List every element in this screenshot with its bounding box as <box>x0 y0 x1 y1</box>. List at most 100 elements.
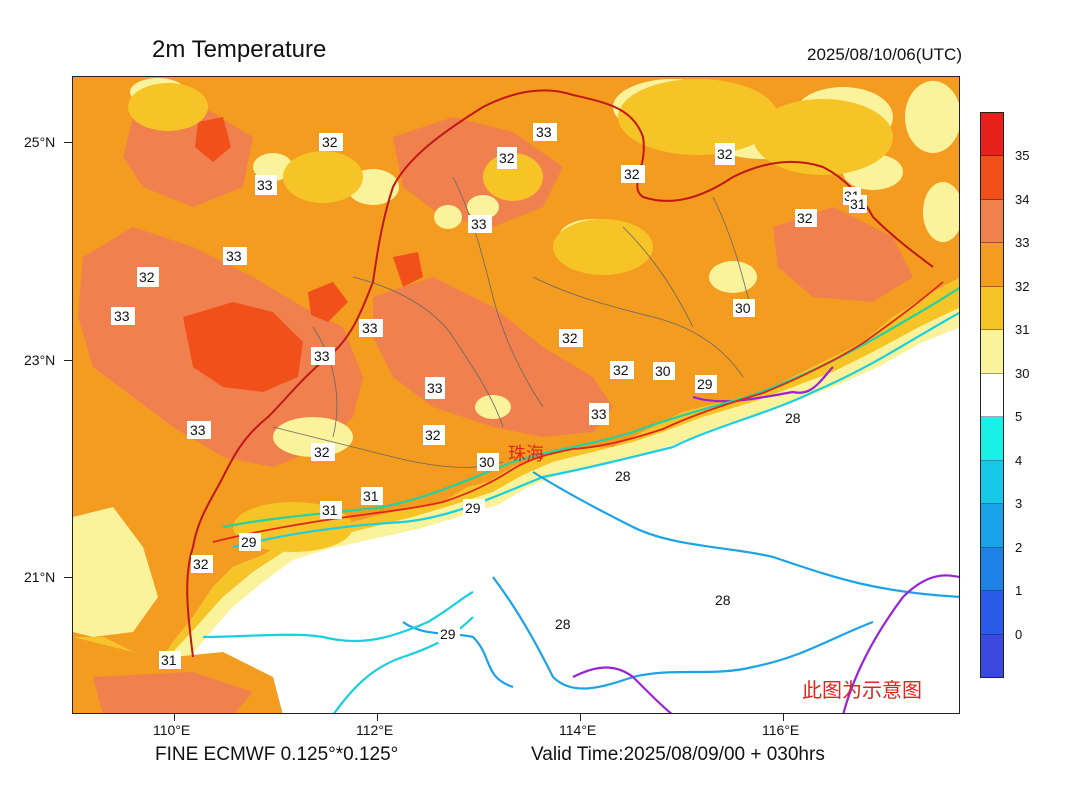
contour-label: 32 <box>497 147 517 169</box>
contour-label: 32 <box>715 143 735 165</box>
hot-patch-east <box>773 207 913 302</box>
contour-30-coast <box>222 286 959 529</box>
svg-text:33: 33 <box>362 320 378 336</box>
svg-text:33: 33 <box>471 216 487 232</box>
contour-label: 33 <box>111 307 135 325</box>
colorbar-swatch <box>981 417 1003 461</box>
contour-label: 30 <box>477 453 499 471</box>
svg-text:30: 30 <box>735 300 751 316</box>
lon-label-110e: 110°E <box>153 722 191 738</box>
svg-text:28: 28 <box>555 616 571 632</box>
svg-text:30: 30 <box>655 363 671 379</box>
lat-label-25n: 25°N <box>24 134 56 150</box>
contour-label: 33 <box>255 175 277 195</box>
lat-label-21n: 21°N <box>24 569 56 585</box>
contour-label: 32 <box>795 209 817 227</box>
colorbar-swatch <box>981 504 1003 548</box>
contour-label: 33 <box>533 123 557 141</box>
svg-text:31: 31 <box>322 502 338 518</box>
colorbar-swatch <box>981 156 1003 200</box>
contour-label: 31 <box>849 195 867 213</box>
lat-tick <box>64 142 72 143</box>
colorbar-swatch <box>981 113 1003 157</box>
contour-27-south <box>572 666 673 713</box>
svg-text:33: 33 <box>314 348 330 364</box>
svg-text:31: 31 <box>161 652 177 668</box>
lon-label-116e: 116°E <box>762 722 800 738</box>
svg-text:29: 29 <box>241 534 257 550</box>
contour-label: 32 <box>137 267 159 287</box>
map-title: 2m Temperature <box>152 36 327 63</box>
very-hot-34 <box>183 302 303 392</box>
svg-text:32: 32 <box>499 150 515 166</box>
svg-text:28: 28 <box>785 410 801 426</box>
colorbar-swatch <box>981 243 1003 287</box>
svg-text:32: 32 <box>139 269 155 285</box>
colorbar-swatch <box>981 634 1003 678</box>
contour-29-nearshore <box>232 311 959 549</box>
colorbar-swatch <box>981 199 1003 244</box>
colorbar-label: 5 <box>1015 409 1023 424</box>
colorbar-label: 0 <box>1015 627 1023 642</box>
init-datetime: 2025/08/10/06(UTC) <box>807 45 962 64</box>
svg-text:32: 32 <box>322 134 338 150</box>
contour-28-west <box>402 621 514 689</box>
contour-label: 33 <box>468 215 492 233</box>
southwest-warm-30 <box>73 507 158 637</box>
svg-text:32: 32 <box>562 330 578 346</box>
contour-label: 29 <box>695 375 717 393</box>
contour-label: 29 <box>438 625 460 643</box>
contour-27-near <box>692 366 834 403</box>
contour-label: 28 <box>553 615 575 633</box>
valid-time-label: Valid Time:2025/08/09/00 + 030hrs <box>531 744 825 765</box>
colorbar-label: 35 <box>1015 148 1030 163</box>
contour-label: 33 <box>187 421 211 439</box>
coastline <box>212 281 944 543</box>
city-label-zhuhai: 珠海 <box>508 444 544 464</box>
contour-label: 33 <box>359 319 383 337</box>
contour-label: 32 <box>423 425 445 445</box>
lon-tick <box>580 714 581 721</box>
colorbar-label: 3 <box>1015 496 1023 511</box>
hainan-hot <box>93 672 253 713</box>
lon-tick <box>377 714 378 721</box>
contour-label: 30 <box>653 362 675 380</box>
colorbar-label: 31 <box>1015 322 1030 337</box>
colorbar-swatch <box>981 330 1003 374</box>
contour-label: 33 <box>223 247 247 265</box>
contour-label: 28 <box>783 409 805 427</box>
lon-tick <box>174 714 175 721</box>
watermark: 此图为示意图 <box>802 680 922 702</box>
contour-label: 29 <box>239 533 261 551</box>
colorbar-label: 33 <box>1015 235 1030 250</box>
lon-label-114e: 114°E <box>559 722 597 738</box>
colorbar-swatch <box>981 460 1003 505</box>
svg-text:29: 29 <box>697 376 713 392</box>
contour-label: 33 <box>425 377 445 399</box>
contour-label: 32 <box>311 443 335 461</box>
county-boundaries <box>272 176 754 468</box>
contour-label: 28 <box>613 465 633 487</box>
svg-text:33: 33 <box>536 124 552 140</box>
contour-label: 29 <box>463 499 485 517</box>
colorbar-swatch <box>981 286 1003 331</box>
colorbar-swatch <box>981 373 1003 418</box>
sea-contours <box>202 286 959 713</box>
contour-label: 32 <box>621 165 645 183</box>
temperature-map: 32 33 32 32 32 32 31 33 33 33 33 32 <box>72 76 960 714</box>
svg-text:32: 32 <box>425 427 441 443</box>
colorbar-label: 34 <box>1015 192 1030 207</box>
svg-text:33: 33 <box>226 248 242 264</box>
svg-text:33: 33 <box>114 308 130 324</box>
svg-text:31: 31 <box>363 488 379 504</box>
lon-label-112e: 112°E <box>356 722 394 738</box>
svg-text:31: 31 <box>850 196 866 212</box>
lat-tick <box>64 577 72 578</box>
contour-label: 32 <box>319 133 343 151</box>
lat-label-23n: 23°N <box>24 352 56 368</box>
lat-tick <box>64 360 72 361</box>
contour-label: 32 <box>191 555 213 573</box>
colorbar-swatch <box>981 547 1003 592</box>
very-hot-34-d <box>308 282 348 322</box>
mild-pockets <box>128 79 893 552</box>
